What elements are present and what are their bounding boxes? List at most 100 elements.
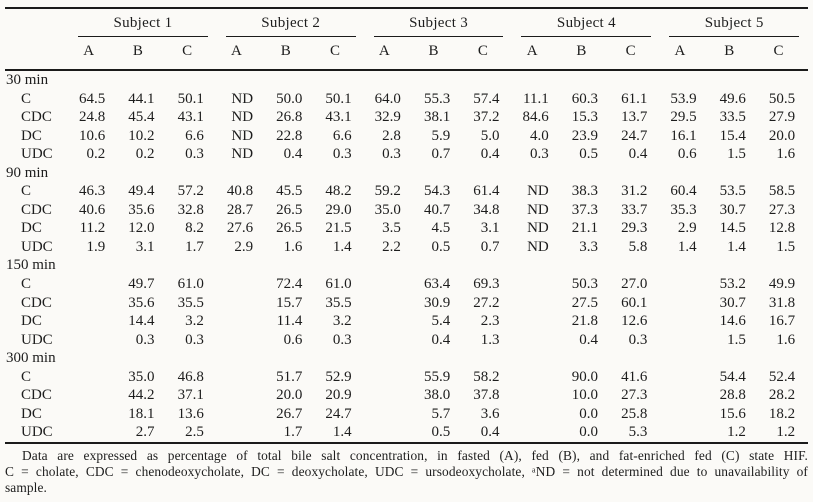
value-cell [69,405,118,424]
table-row: C 46.3 49.4 57.2 40.8 45.5 48.2 59.2 54.3 61.4 ND 3… [5,182,808,201]
value-cell: 35.6 [128,294,155,311]
value-cell: 8.2 [185,220,204,237]
value-cell: 50.3 [571,276,599,293]
value-cell: 15.3 [571,109,599,126]
value-cell: 38.3 [571,183,599,200]
col-header-b: B [266,37,316,71]
value-cell: 0.2 [135,146,155,163]
value-cell: 40.6 [79,201,106,218]
value-cell: 50.0 [276,90,303,107]
value-cell: 0.3 [382,146,401,163]
value-cell: 63.4 [423,276,451,293]
value-cell: 24.8 [79,109,106,126]
table-row: DC 14.4 3.2 11.4 3.2 5.4 2.3 21.8 12.6 14.6 16.7 [5,312,808,331]
value-cell: 90.0 [571,368,599,385]
value-cell: 51.7 [276,368,303,385]
value-cell [512,386,561,405]
value-cell: 45.4 [128,109,155,126]
value-cell [512,368,561,387]
value-cell: 0.3 [185,146,204,163]
value-cell: 10.6 [79,127,106,144]
value-cell: 10.2 [128,127,155,144]
value-cell: 3.3 [579,238,599,255]
col-header-a: A [216,37,267,71]
value-cell: 16.7 [768,313,796,330]
value-cell: 0.3 [628,331,648,348]
value-cell: 26.5 [276,201,303,218]
value-cell [512,312,561,331]
value-cell [512,423,561,443]
value-cell: ND [527,220,549,237]
bile-salt-label: DC [21,405,42,422]
value-cell: 57.4 [473,90,500,107]
value-cell: 16.1 [670,127,697,144]
value-cell: 27.3 [621,387,648,404]
value-cell [660,275,709,294]
value-cell: 2.7 [135,424,155,441]
value-cell: 21.5 [325,220,352,237]
value-cell: 32.9 [374,109,401,126]
value-cell: 64.5 [79,90,106,107]
subject-2-header: Subject 2 [217,8,365,37]
value-cell: 27.0 [621,276,648,293]
value-cell: 52.4 [768,368,796,385]
col-header-b: B [413,37,464,71]
value-cell: 1.6 [283,238,303,255]
value-cell: 24.7 [325,405,352,422]
value-cell: 30.7 [719,201,746,218]
value-cell: 15.7 [276,294,303,311]
value-cell: 0.0 [579,424,599,441]
value-cell: 2.3 [480,313,500,330]
footnote-line: Data are expressed as percentage of tota… [22,447,808,463]
value-cell: ND [231,90,254,107]
col-header-b: B [709,37,759,71]
value-cell: 60.3 [571,90,599,107]
value-cell: 33.5 [719,109,746,126]
value-cell: 2.9 [234,238,254,255]
value-cell: 50.1 [177,90,204,107]
value-cell: 0.3 [332,146,352,163]
value-cell: 1.3 [480,331,500,348]
value-cell: 58.2 [473,368,500,385]
time-group-label: 150 min [6,257,56,274]
value-cell: 40.7 [423,201,451,218]
time-group-label: 30 min [6,72,49,88]
value-cell: 72.4 [276,276,303,293]
value-cell: 1.7 [185,238,204,255]
value-cell: 26.8 [276,109,303,126]
value-cell: 13.6 [177,405,204,422]
bile-salt-label: UDC [21,331,53,348]
value-cell: 37.2 [473,109,500,126]
value-cell: 18.1 [128,405,155,422]
value-cell [69,275,118,294]
value-cell: 60.4 [670,183,697,200]
table-row: C 35.0 46.8 51.7 52.9 55.9 58.2 90.0 41.6 54.4 52.… [5,368,808,387]
subject-header-row: Subject 1 Subject 2 Subject 3 Subject 4 … [5,8,808,37]
value-cell [69,386,118,405]
subject-5-header: Subject 5 [660,8,808,37]
value-cell: 55.3 [423,90,451,107]
value-cell: 1.7 [283,424,303,441]
value-cell: 15.6 [719,405,746,422]
value-cell: 3.5 [382,220,401,237]
value-cell: 0.4 [283,146,303,163]
bile-salt-label: CDC [21,387,52,404]
value-cell: 5.3 [628,424,648,441]
subject-2-label: Subject 2 [225,13,356,37]
value-cell: 53.2 [719,276,746,293]
value-cell: 1.4 [332,238,352,255]
value-cell: 1.4 [727,238,746,255]
value-cell: 27.2 [473,294,500,311]
value-cell [365,368,414,387]
value-cell: 46.8 [177,368,204,385]
value-cell: 2.2 [382,238,401,255]
subject-1-label: Subject 1 [78,13,208,37]
subject-1-header: Subject 1 [69,8,217,37]
value-cell: 57.2 [177,183,204,200]
value-cell: 59.2 [374,183,401,200]
value-cell: 0.2 [86,146,106,163]
value-cell: 3.6 [480,405,500,422]
value-cell: 49.9 [768,276,796,293]
value-cell: 58.5 [768,183,796,200]
